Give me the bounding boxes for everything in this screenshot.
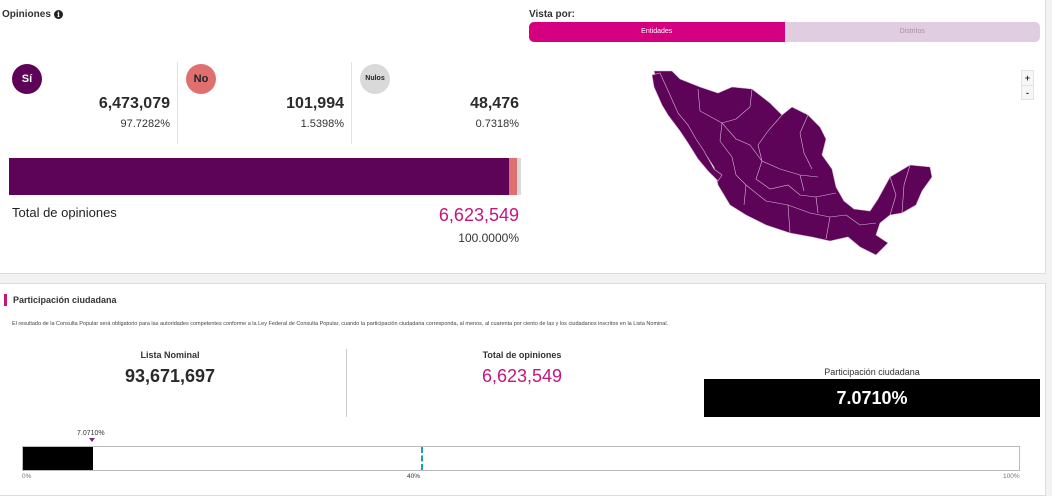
section-accent-bar [4,294,7,306]
option-si: Sí 6,473,079 97.7282% [12,62,170,144]
progress-marker-icon [89,438,95,442]
info-icon[interactable]: i [53,10,63,19]
state-borders [697,88,911,240]
tick-0: 0% [22,473,32,480]
pct-no: 1.5398% [300,118,344,130]
option-no: No 101,994 1.5398% [186,62,344,144]
total-opiniones-label: Total de opiniones [12,205,117,220]
opiniones-title: Opiniones [2,9,51,20]
total-opiniones-label: Total de opiniones [482,350,562,360]
opiniones-card: Opiniones i Sí 6,473,079 97.7282% No 101… [0,0,1046,274]
count-nulos: 48,476 [470,95,519,112]
option-nulos: Nulos 48,476 0.7318% [360,62,519,144]
map-zoom-controls: + - [1021,70,1034,100]
badge-si: Sí [12,64,42,94]
metric-total-opiniones: Total de opiniones 6,623,549 [352,350,692,387]
divider [346,349,347,417]
participacion-label: Participación ciudadana [824,367,920,377]
tab-entidades[interactable]: Entidades [529,22,785,42]
progress-value-label: 7.0710% [77,430,105,437]
divider [351,62,352,144]
total-opiniones-value: 6,623,549 [438,205,519,225]
count-no: 101,994 [286,95,344,112]
zoom-out-button[interactable]: - [1022,85,1033,99]
map-region-baja[interactable] [651,72,723,182]
tick-40: 40% [407,473,421,480]
count-si: 6,473,079 [98,95,170,112]
badge-nulos: Nulos [360,64,390,94]
vista-toggle: Entidades Distritos [529,22,1040,42]
lista-nominal-value: 93,671,697 [124,366,216,386]
metric-lista-nominal: Lista Nominal 93,671,697 [0,350,340,387]
progress-fill [23,447,94,470]
total-opiniones-pct: 100.0000% [458,231,519,245]
bar-segment-nulos[interactable] [517,158,521,195]
pct-nulos: 0.7318% [475,118,519,130]
vista-label: Vista por: [529,9,575,20]
participacion-title: Participación ciudadana [13,295,117,305]
total-opiniones-value: 6,623,549 [481,366,563,386]
tick-100: 100% [1003,473,1020,480]
zoom-in-button[interactable]: + [1024,73,1031,83]
lista-nominal-label: Lista Nominal [140,350,200,360]
participacion-card: Participación ciudadana El resultado de … [0,283,1046,496]
divider [177,62,178,144]
participacion-header: Participación ciudadana [4,294,117,306]
bar-segment-si[interactable] [9,158,510,195]
tab-distritos[interactable]: Distritos [899,28,925,35]
opiniones-header: Opiniones i [2,9,63,20]
threshold-line [421,447,424,470]
map-region-mexico[interactable] [653,70,933,256]
bar-segment-no[interactable] [509,158,518,195]
mexico-map[interactable] [640,65,940,265]
opiniones-stacked-bar [9,158,521,195]
participacion-value: 7.0710% [704,379,1040,417]
badge-no: No [186,64,216,94]
participacion-description: El resultado de la Consulta Popular será… [12,321,669,327]
pct-si: 97.7282% [120,118,170,130]
participacion-progress-bar [22,446,1020,471]
